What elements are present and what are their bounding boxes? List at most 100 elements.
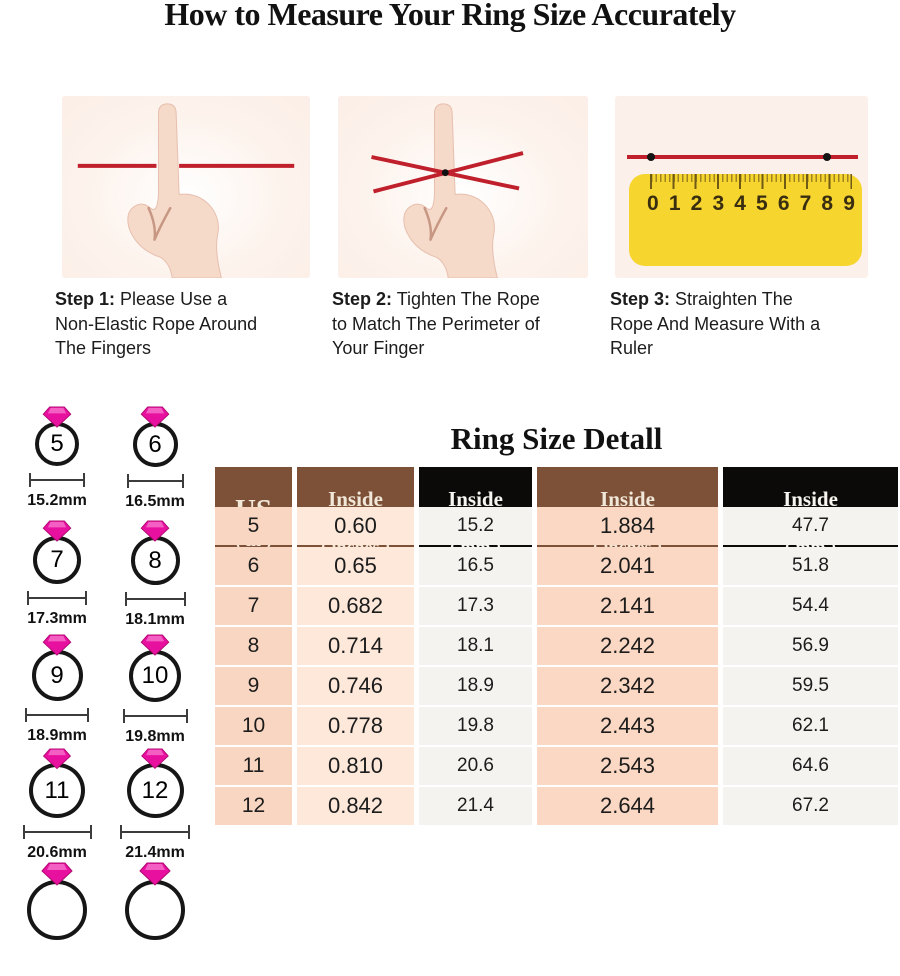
step2-label: Step 2: — [332, 289, 393, 309]
table-cell: 6 — [215, 547, 292, 585]
table-cell: 64.6 — [723, 747, 898, 785]
ruler-number: 0 — [647, 192, 659, 215]
table-cell: 1.884 — [537, 507, 718, 545]
table-cell: 0.746 — [297, 667, 414, 705]
diamond-icon — [140, 406, 170, 428]
table-cell: 67.2 — [723, 787, 898, 825]
table-cell: 56.9 — [723, 627, 898, 665]
table-cell: 15.2 — [419, 507, 532, 545]
measure-bracket — [27, 591, 87, 605]
table-cell: 9 — [215, 667, 292, 705]
step1-text: Please Use a Non-Elastic Rope Around The… — [55, 289, 258, 359]
ring-size-10: 10 19.8mm — [122, 634, 188, 748]
ring-circle: 9 — [31, 650, 83, 701]
ruler-numbers: 0 1 2 3 4 5 6 7 8 9 — [642, 192, 860, 216]
table-cell: 47.7 — [723, 507, 898, 545]
ruler-number: 9 — [843, 192, 855, 215]
ring-size-12: 12 21.4mm — [120, 748, 190, 862]
table-cell: 2.543 — [537, 747, 718, 785]
table-cell: 51.8 — [723, 547, 898, 585]
diamond-icon — [140, 520, 170, 542]
ring-diameter-label: 19.8mm — [125, 728, 185, 745]
table-cell: 17.3 — [419, 587, 532, 625]
straightened-rope-line — [627, 153, 858, 161]
diamond-icon — [42, 748, 72, 770]
table-cell: 2.141 — [537, 587, 718, 625]
step2-caption: Step 2: Tighten The Rope to Match The Pe… — [332, 287, 544, 361]
table-cell: 59.5 — [723, 667, 898, 705]
ruler-number: 7 — [799, 192, 812, 215]
rope-knot-dot — [441, 169, 449, 177]
table-cell: 2.242 — [537, 627, 718, 665]
table-cell: 16.5 — [419, 547, 532, 585]
table-cell: 54.4 — [723, 587, 898, 625]
table-cell: 20.6 — [419, 747, 532, 785]
measure-bracket — [124, 592, 186, 606]
table-cell: 8 — [215, 627, 292, 665]
diamond-icon — [139, 862, 171, 886]
table-cell: 0.842 — [297, 787, 414, 825]
ring-partial — [27, 862, 87, 976]
ring-circle: 11 — [29, 763, 85, 819]
diamond-icon — [141, 748, 169, 769]
ring-size-9: 9 18.9mm — [25, 634, 89, 748]
ring-size-7: 7 17.3mm — [27, 520, 87, 634]
page-title: How to Measure Your Ring Size Accurately — [164, 0, 736, 32]
table-cell: 0.682 — [297, 587, 414, 625]
step3-label: Step 3: — [610, 289, 671, 309]
step2-image — [338, 96, 588, 278]
ring-diameter-label: 18.1mm — [125, 611, 185, 628]
diamond-icon — [42, 634, 72, 656]
ruler-number: 5 — [756, 192, 768, 215]
ruler-number: 6 — [777, 192, 790, 215]
ring-diameter-label: 15.2mm — [27, 492, 87, 509]
ring-circle: 8 — [130, 536, 180, 585]
ring-partial — [125, 862, 185, 976]
step1-caption: Step 1: Please Use a Non-Elastic Rope Ar… — [55, 287, 267, 361]
ruler-number: 2 — [690, 192, 703, 215]
ruler-number: 8 — [821, 192, 834, 215]
ring-diameter-label: 16.5mm — [125, 493, 185, 510]
table-cell: 10 — [215, 707, 292, 745]
diamond-icon — [42, 406, 72, 428]
table-title: Ring Size Detall — [450, 421, 663, 456]
table-cell: 5 — [215, 507, 292, 545]
ring-size-number: 9 — [50, 661, 64, 689]
ring-size-number: 12 — [141, 776, 169, 804]
step2-text: Tighten The Rope to Match The Perimeter … — [332, 289, 540, 359]
table-cell: 0.778 — [297, 707, 414, 745]
step1-label: Step 1: — [55, 289, 116, 309]
ring-circle: 5 — [35, 422, 79, 466]
ring-circle: 10 — [129, 650, 181, 702]
table-cell: 21.4 — [419, 787, 532, 825]
ring-size-number: 8 — [148, 546, 162, 574]
ring-circle — [27, 880, 87, 940]
table-cell: 19.8 — [419, 707, 532, 745]
ring-size-11: 11 20.6mm — [22, 748, 92, 862]
ring-diameter-label: 20.6mm — [27, 844, 87, 861]
ring-size-number: 6 — [148, 430, 162, 458]
ring-circle — [125, 880, 185, 940]
ring-diameter-label: 17.3mm — [27, 610, 87, 627]
ruler-icon: 0 1 2 3 4 5 6 7 8 9 — [629, 174, 862, 266]
table-cell: 7 — [215, 587, 292, 625]
measure-bracket — [122, 709, 188, 723]
table-cell: 18.1 — [419, 627, 532, 665]
measure-bracket — [126, 474, 184, 488]
ring-size-table: US ( in ) Inside Diameter ( inches ) Ins… — [215, 467, 898, 825]
hand-with-rope-icon — [77, 103, 295, 278]
hand-with-tightened-rope-icon — [371, 103, 524, 278]
table-cell: 0.60 — [297, 507, 414, 545]
diamond-icon — [41, 862, 73, 886]
diamond-icon — [42, 520, 72, 542]
table-cell: 12 — [215, 787, 292, 825]
ring-size-number: 5 — [50, 430, 64, 457]
table-cell: 62.1 — [723, 707, 898, 745]
step3-caption: Step 3: Straighten The Rope And Measure … — [610, 287, 822, 361]
ring-size-8: 8 18.1mm — [124, 520, 186, 634]
table-cell: 2.644 — [537, 787, 718, 825]
ring-size-5: 5 15.2mm — [27, 406, 87, 520]
ring-size-number: 7 — [50, 546, 64, 573]
table-cell: 0.810 — [297, 747, 414, 785]
table-cell: 2.041 — [537, 547, 718, 585]
